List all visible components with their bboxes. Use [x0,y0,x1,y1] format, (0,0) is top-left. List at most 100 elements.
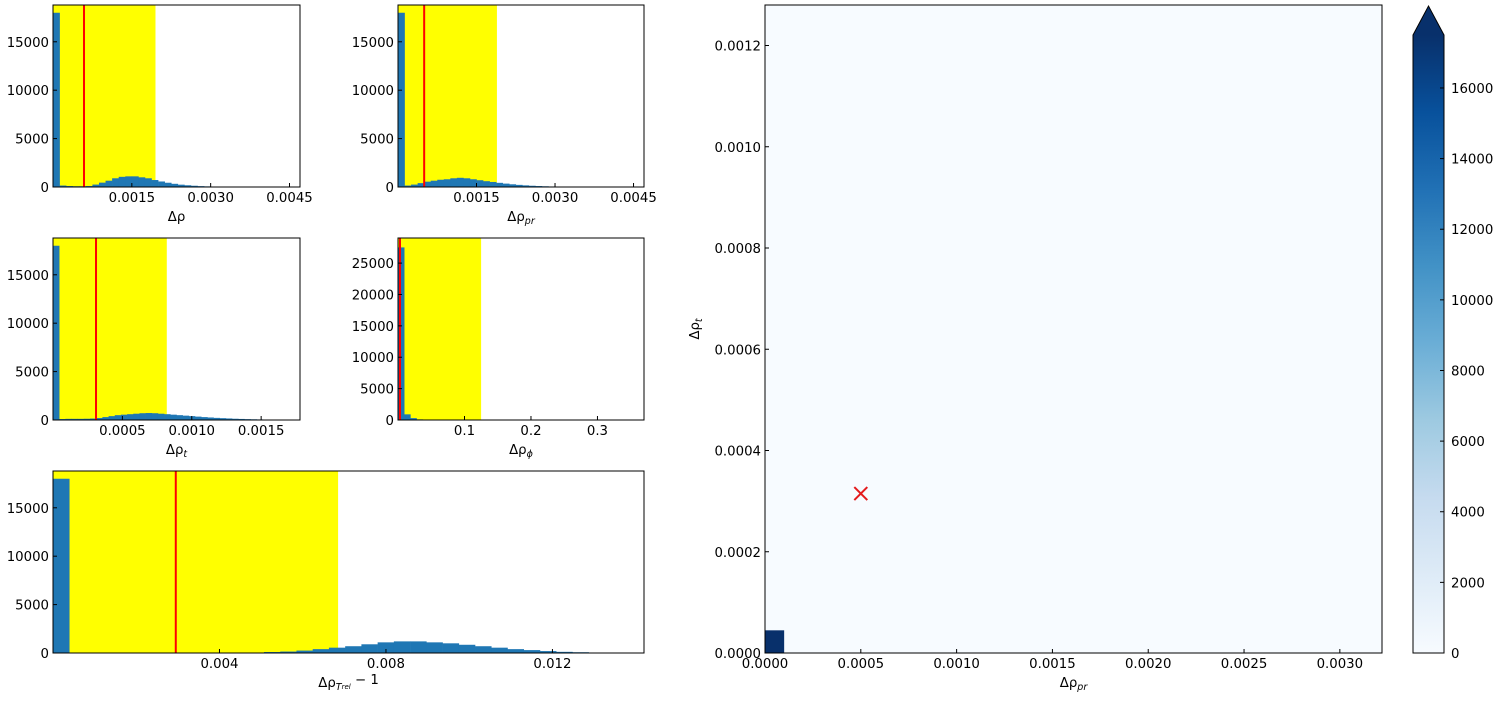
hist-bar [152,180,159,187]
hist-bar [444,179,451,187]
y-tick-label: 10000 [7,550,49,565]
hist-bar [426,642,443,653]
colorbar-tick-label: 10000 [1451,294,1493,309]
hist-bar [115,415,121,420]
hist-bar [177,415,183,420]
hist-bar [183,416,189,420]
hist-bar [139,413,145,420]
hist-bar [459,645,476,653]
x-tick-label: 0.3 [587,424,608,439]
y-tick-label: 5000 [360,133,394,148]
colorbar-gradient [1413,35,1444,653]
hist-bar [138,177,145,187]
hist-plot-h_rho_phi [398,238,481,420]
hist-bar [398,13,405,187]
x-tick-label: 0.1 [454,424,475,439]
x-axis-label: Δρt [166,443,189,460]
y-tick-label: 0 [386,181,394,196]
colorbar-tick-label: 8000 [1451,364,1485,379]
x-tick-label: 0.2 [520,424,541,439]
x-tick-label: 0.0005 [99,424,146,439]
x-axis-label: Δρϕ [509,443,533,460]
y-tick-label: 0 [41,647,49,662]
y-axis-label: Δρt [688,317,705,340]
hist-bar [170,415,176,420]
colorbar-tick-label: 12000 [1451,223,1493,238]
y-tick-label: 5000 [15,599,49,614]
y-tick-label: 15000 [352,36,394,51]
y-tick-label: 10000 [7,317,49,332]
hist-bar [503,184,510,187]
x-tick-label: 0.0010 [168,424,215,439]
hist-bar [457,178,464,187]
x-tick-label: 0.0030 [1317,657,1364,672]
x-tick-label: 0.0025 [1221,657,1268,672]
heatmap-background [765,5,1382,653]
y-tick-label: 20000 [352,288,394,303]
hist-bar [477,180,484,187]
y-tick-label: 10000 [7,84,49,99]
hist-bar [345,646,362,653]
colorbar-tick-label: 4000 [1451,506,1485,521]
heatmap-cell [765,630,784,653]
hist-bar [361,644,378,653]
hist-bar [158,181,165,187]
hist-bar [53,479,70,653]
y-tick-label: 10000 [352,84,394,99]
hist-bar [431,181,438,187]
hist-plot-h_rho_pr [398,5,608,187]
hist-bar [165,183,172,187]
hist-bar [437,180,444,187]
x-axis-label: Δρ [168,210,186,225]
y-tick-label: 0.0000 [714,647,761,662]
x-tick-label: 0.0010 [933,657,980,672]
colorbar-extend-arrow [1413,6,1444,35]
hist-bar [313,649,330,653]
threshold-band [398,5,497,187]
y-tick-label: 5000 [15,366,49,381]
y-tick-label: 15000 [7,269,49,284]
hist-bar [491,648,508,653]
hist-bar [133,414,139,420]
y-tick-label: 25000 [352,257,394,272]
hist-bar [146,413,152,420]
hist-bar [109,416,115,420]
x-tick-label: 0.0030 [532,191,579,206]
threshold-band [398,238,481,420]
hist-bar [507,649,524,653]
y-tick-label: 5000 [360,383,394,398]
x-tick-label: 0.0005 [838,657,885,672]
y-tick-label: 5000 [15,133,49,148]
hist-bar [53,13,60,187]
y-tick-label: 0.0004 [714,445,761,460]
hist-bar [424,182,431,187]
y-tick-label: 0 [41,181,49,196]
hist-bar [490,182,497,187]
hist-bar [164,414,170,420]
hist-bar [463,178,470,187]
hist-bar [475,646,492,653]
y-tick-label: 0.0010 [714,141,761,156]
hist-bar [450,178,457,187]
x-axis-label: ΔρTrel − 1 [318,673,379,693]
hist-bar [443,643,460,653]
y-tick-label: 0.0008 [714,242,761,257]
x-tick-label: 0.012 [533,657,571,672]
x-axis-label: Δρpr [507,210,536,227]
x-tick-label: 0.004 [200,657,238,672]
hist-bar [125,176,132,187]
y-tick-label: 0.0002 [714,546,761,561]
y-tick-label: 0 [41,414,49,429]
colorbar-tick-label: 2000 [1451,576,1485,591]
hist-bar [394,641,411,653]
colorbar-tick-label: 0 [1451,647,1459,662]
y-tick-label: 0 [386,414,394,429]
colorbar-tick-label: 6000 [1451,435,1485,450]
hist-plot-h_rho_trel [53,471,638,653]
x-tick-label: 0.008 [367,657,405,672]
hist-bar [470,179,477,187]
hist-bar [119,177,126,187]
hist-bar [404,414,410,420]
x-tick-label: 0.0015 [453,191,500,206]
